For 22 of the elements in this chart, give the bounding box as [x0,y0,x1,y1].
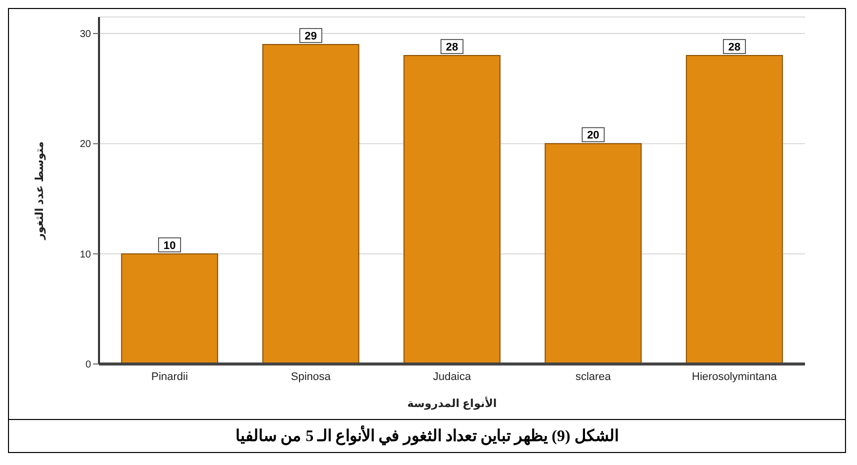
data-label: 10 [163,240,176,252]
data-label: 20 [587,130,600,142]
bar [403,55,500,364]
data-label: 28 [728,42,741,54]
y-axis-title: متوسط عدد الثغور [34,141,46,241]
bar [544,143,642,364]
x-tick-label: sclarea [575,370,612,383]
text: الشكل (9) يظهر تباين تعداد الثغور في الأنواع الـ 5 من سالفيا [9,419,845,452]
y-tick-label: 30 [80,29,92,40]
bar [262,44,360,364]
y-tick-label: 20 [80,139,92,150]
x-tick-label: Judaica [433,370,472,383]
bar [121,253,218,364]
x-tick-label: Spinosa [290,370,332,383]
data-label: 29 [304,30,317,43]
x-axis-title: الأنواع المدروسة [407,396,497,410]
x-tick-label: Hierosolymintana [692,370,778,383]
x-tick-label: Pinardii [151,370,188,383]
y-tick-label: 0 [85,360,92,371]
bar [686,55,783,364]
y-tick-label: 10 [80,249,92,260]
data-label: 28 [446,42,458,54]
